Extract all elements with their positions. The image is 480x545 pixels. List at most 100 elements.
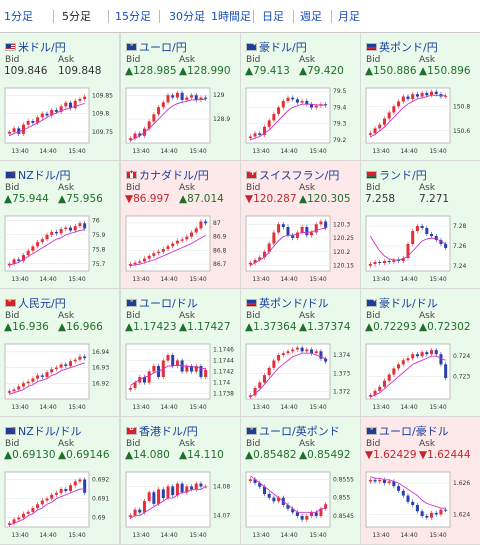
price-chart[interactable]: 1.1746 1.1744 1.1742 1.174 1.1738 13:40 14:40 1…	[125, 341, 236, 413]
pair-name[interactable]: スイスフラン/円	[259, 169, 340, 182]
x-tick-label: 14:40	[160, 276, 177, 283]
tab-6[interactable]: 週足	[300, 10, 322, 23]
currency-card[interactable]: スイスフラン/円BidAsk▼120.287▲120.305120.3120.2…	[241, 161, 360, 288]
candle-body	[300, 227, 304, 233]
price-chart[interactable]: 109.85 109.8 109.75 13:40 14:40 15:40	[4, 85, 115, 157]
pair-name[interactable]: ユーロ/豪ドル	[379, 425, 449, 438]
currency-card[interactable]: ユーロ/豪ドルBidAsk▼1.62429▼1.624441.6261.6241…	[361, 417, 480, 544]
chart-svg: 7.28 7.26 7.24 13:40 14:40 15:40	[365, 215, 467, 283]
price-chart[interactable]: 0.8555 0.855 0.8545 13:40 14:40 15:40	[245, 469, 356, 541]
x-tick-label: 15:40	[68, 148, 85, 155]
currency-card[interactable]: NZドル/ドルBidAsk▲0.69130▲0.691460.6920.6910…	[0, 417, 119, 544]
candle-body	[397, 101, 401, 107]
pair-name[interactable]: ランド/円	[379, 169, 427, 182]
price-chart[interactable]: 120.3 120.25 120.2 120.15 13:40 14:40 15:40	[245, 213, 356, 285]
up-arrow-icon: ▲	[179, 193, 188, 205]
pair-name[interactable]: ユーロ/ドル	[139, 297, 198, 310]
candle-body	[190, 95, 194, 98]
currency-card[interactable]: 香港ドル/円BidAsk▲14.080▲14.11014.0814.0713:4…	[121, 417, 240, 544]
currency-card[interactable]: 英ポンド/ドル Bid Ask ▲1.37364 ▲1.37374 1.374 1.373 1…	[241, 289, 360, 416]
candle-body	[64, 102, 68, 107]
candle-body	[291, 235, 295, 238]
pair-name[interactable]: 英ポンド/ドル	[259, 297, 329, 310]
candle-body	[439, 354, 443, 365]
currency-card[interactable]: 米ドル/円 Bid Ask 109.846 109.848 109.85 109.8 109.…	[0, 33, 119, 160]
candle-body	[199, 221, 203, 229]
y-tick-label: 1.372	[333, 389, 350, 396]
candle-body	[272, 360, 276, 368]
candle-body	[392, 260, 396, 262]
price-chart[interactable]: 76 75.9 75.8 75.7 13:40 14:40 15:40	[4, 213, 115, 285]
y-tick-label: 79.2	[333, 137, 347, 144]
candle-body	[425, 228, 429, 234]
pair-name[interactable]: カナダドル/円	[139, 169, 209, 182]
candle-body	[253, 479, 257, 483]
tab-5[interactable]: 日足	[262, 10, 284, 23]
price-chart[interactable]: 150.8 150.6 13:40 14:40 15:40	[365, 85, 476, 157]
price-chart[interactable]: 14.08 14.07 13:40 14:40 15:40	[125, 469, 236, 541]
card-title: ユーロ/円	[126, 39, 187, 54]
tab-2[interactable]: 15分足	[115, 10, 151, 23]
candle-body	[12, 389, 16, 392]
price-chart[interactable]: 1.374 1.373 1.372 13:40 14:40 15:40	[245, 341, 356, 413]
pair-name[interactable]: 香港ドル/円	[139, 425, 198, 438]
pair-name[interactable]: ユーロ/円	[139, 41, 187, 54]
pair-name[interactable]: NZドル/ドル	[18, 425, 82, 438]
candle-body	[267, 367, 271, 376]
candle-body	[378, 479, 382, 482]
currency-card[interactable]: 英ポンド/円 Bid Ask ▲150.886 ▲150.896 150.8 150.6 13…	[361, 33, 480, 160]
bid-number: 150.886	[373, 65, 417, 77]
pair-name[interactable]: ユーロ/英ポンド	[259, 425, 340, 438]
tab-0[interactable]: 1分足	[4, 10, 33, 23]
price-chart[interactable]: 7.28 7.26 7.24 13:40 14:40 15:40	[365, 213, 476, 285]
pair-name[interactable]: 豪ドル/円	[259, 41, 307, 54]
currency-card[interactable]: ユーロ/円BidAsk▲128.985▲128.990129128.913:40…	[121, 33, 240, 160]
x-tick-label: 13:40	[11, 276, 28, 283]
price-chart[interactable]: 79.5 79.4 79.3 79.2 13:40 14:40 15:40	[245, 85, 356, 157]
y-tick-label: 1.1744	[213, 358, 234, 365]
tab-1[interactable]: 5分足	[62, 10, 91, 23]
pair-name[interactable]: NZドル/円	[18, 169, 71, 182]
price-chart[interactable]: 0.692 0.691 0.69 13:40 14:40 15:40	[4, 469, 115, 541]
candle-body	[406, 96, 410, 99]
candle-body	[368, 264, 372, 266]
candle-body	[152, 114, 156, 122]
price-chart[interactable]: 16.94 16.93 16.92 13:40 14:40 15:40	[4, 341, 115, 413]
tab-4[interactable]: 1時間足	[211, 10, 251, 23]
price-chart[interactable]: 87 86.9 86.8 86.7 13:40 14:40 15:40	[125, 213, 236, 285]
x-tick-label: 14:40	[280, 276, 297, 283]
pair-name[interactable]: 英ポンド/円	[379, 41, 438, 54]
tab-7[interactable]: 月足	[338, 10, 360, 23]
bid-number: 109.846	[4, 65, 48, 77]
bid-number: 1.62429	[373, 449, 417, 461]
candle-body	[175, 92, 179, 98]
y-tick-label: 0.692	[92, 477, 109, 484]
x-tick-label: 14:40	[280, 404, 297, 411]
pair-name[interactable]: 人民元/円	[18, 297, 66, 310]
y-tick-label: 16.92	[92, 380, 109, 387]
price-chart[interactable]: 1.626 1.624 13:40 14:40 15:40	[365, 469, 476, 541]
candle-body	[444, 95, 448, 97]
ask-label: Ask	[179, 439, 196, 449]
ask-label: Ask	[299, 55, 316, 65]
pair-name[interactable]: 米ドル/円	[18, 41, 66, 54]
candle-body	[324, 504, 328, 509]
currency-card[interactable]: ユーロ/英ポンドBidAsk▲0.85482▲0.854920.85550.85…	[241, 417, 360, 544]
eu-flag-icon	[126, 297, 137, 307]
candle-body	[420, 92, 424, 97]
pair-name[interactable]: 豪ドル/ドル	[379, 297, 438, 310]
currency-card[interactable]: 人民元/円BidAsk▲16.936▲16.96616.9416.9316.92…	[0, 289, 119, 416]
x-tick-label: 15:40	[68, 532, 85, 539]
price-chart[interactable]: 129 128.9 13:40 14:40 15:40	[125, 85, 236, 157]
currency-card[interactable]: NZドル/円BidAsk▲75.944▲75.9567675.975.875.7…	[0, 161, 119, 288]
price-chart[interactable]: 0.724 0.723 13:40 14:40 15:40	[365, 341, 476, 413]
candle-body	[253, 388, 257, 396]
currency-card[interactable]: ユーロ/ドルBidAsk▲1.17423▲1.174271.17461.1744…	[121, 289, 240, 416]
candle-body	[36, 504, 40, 509]
tab-3[interactable]: 30分足	[169, 10, 205, 23]
currency-card[interactable]: 豪ドル/ドルBidAsk▲0.72293▲0.723020.7240.72313…	[361, 289, 480, 416]
currency-card[interactable]: 豪ドル/円BidAsk▲79.413▲79.42079.579.479.379.…	[241, 33, 360, 160]
candle-body	[368, 133, 372, 135]
currency-card[interactable]: ランド/円 Bid Ask 7.258 7.271 7.28 7.26 7.24 13:40 14…	[361, 161, 480, 288]
